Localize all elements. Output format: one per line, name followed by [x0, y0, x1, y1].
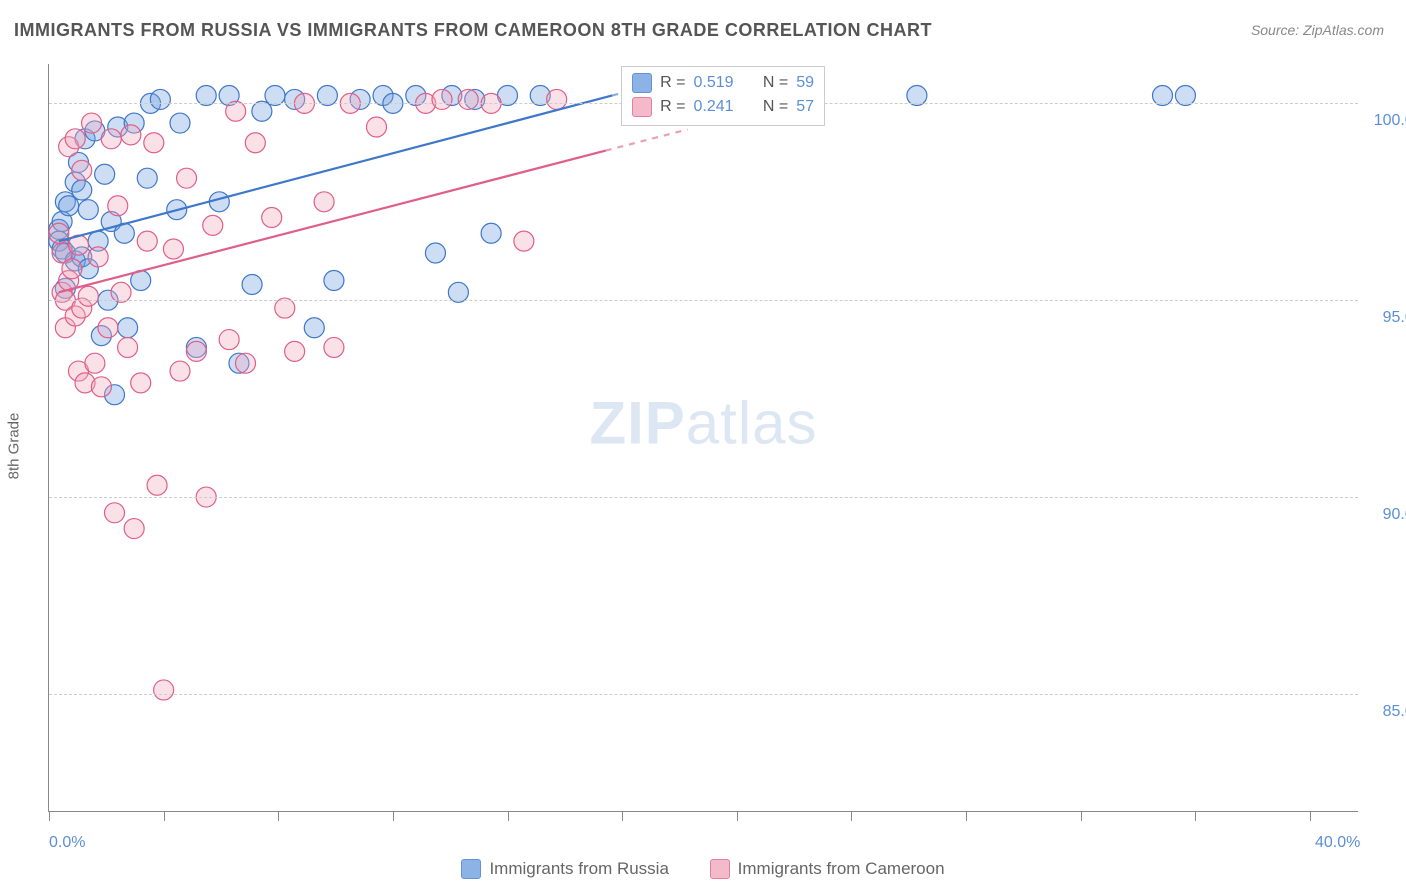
- r-label: R =: [660, 71, 685, 95]
- scatter-point: [78, 200, 98, 220]
- x-tick: [1195, 811, 1196, 821]
- scatter-point: [137, 168, 157, 188]
- y-tick-label: 100.0%: [1374, 112, 1406, 130]
- x-tick: [393, 811, 394, 821]
- x-tick: [278, 811, 279, 821]
- scatter-point: [144, 133, 164, 153]
- scatter-point: [203, 215, 223, 235]
- scatter-point: [367, 117, 387, 137]
- scatter-point: [101, 129, 121, 149]
- scatter-point: [124, 519, 144, 539]
- n-value: 59: [796, 71, 814, 95]
- x-tick-label: 0.0%: [49, 834, 85, 852]
- scatter-point: [170, 113, 190, 133]
- scatter-point: [72, 180, 92, 200]
- scatter-point: [91, 377, 111, 397]
- x-tick-label: 40.0%: [1315, 834, 1360, 852]
- plot-area: ZIPatlas 85.0%90.0%95.0%100.0%0.0%40.0%: [48, 64, 1358, 812]
- n-label: N =: [763, 71, 788, 95]
- scatter-point: [262, 208, 282, 228]
- scatter-point: [105, 503, 125, 523]
- scatter-point: [95, 164, 115, 184]
- scatter-point: [186, 341, 206, 361]
- scatter-point: [304, 318, 324, 338]
- scatter-point: [163, 239, 183, 259]
- scatter-point: [131, 373, 151, 393]
- legend-label-russia: Immigrants from Russia: [489, 859, 668, 879]
- x-tick: [737, 811, 738, 821]
- x-tick: [966, 811, 967, 821]
- scatter-point: [65, 129, 85, 149]
- legend-swatch: [632, 97, 652, 117]
- legend-swatch: [632, 73, 652, 93]
- scatter-point: [78, 286, 98, 306]
- scatter-point: [242, 274, 262, 294]
- source-label: Source:: [1251, 22, 1303, 38]
- bottom-legend: Immigrants from Russia Immigrants from C…: [0, 859, 1406, 884]
- scatter-point: [458, 89, 478, 109]
- scatter-point: [62, 259, 82, 279]
- x-tick: [1310, 811, 1311, 821]
- x-tick: [49, 811, 50, 821]
- legend-swatch-cameroon: [710, 859, 730, 879]
- correlation-legend-row: R = 0.519 N = 59: [632, 71, 814, 95]
- y-tick-label: 85.0%: [1383, 703, 1406, 721]
- correlation-legend-row: R = 0.241 N = 57: [632, 95, 814, 119]
- x-tick: [508, 811, 509, 821]
- x-tick: [164, 811, 165, 821]
- correlation-legend: R = 0.519 N = 59R = 0.241 N = 57: [621, 66, 825, 126]
- scatter-point: [177, 168, 197, 188]
- gridline-h: [49, 497, 1358, 498]
- scatter-point: [72, 160, 92, 180]
- x-tick: [622, 811, 623, 821]
- y-tick-label: 90.0%: [1383, 506, 1406, 524]
- scatter-point: [245, 133, 265, 153]
- scatter-point: [118, 337, 138, 357]
- scatter-point: [324, 337, 344, 357]
- scatter-point: [98, 318, 118, 338]
- n-value: 57: [796, 95, 814, 119]
- scatter-point: [324, 271, 344, 291]
- scatter-point: [425, 243, 445, 263]
- scatter-point: [432, 89, 452, 109]
- n-label: N =: [763, 95, 788, 119]
- scatter-point: [236, 353, 256, 373]
- chart-title: IMMIGRANTS FROM RUSSIA VS IMMIGRANTS FRO…: [14, 20, 932, 41]
- scatter-point: [285, 341, 305, 361]
- legend-swatch-russia: [461, 859, 481, 879]
- scatter-point: [154, 680, 174, 700]
- scatter-point: [59, 196, 79, 216]
- trend-line-dashed: [606, 129, 688, 150]
- legend-item-russia: Immigrants from Russia: [461, 859, 668, 879]
- scatter-point: [82, 113, 102, 133]
- scatter-point: [121, 125, 141, 145]
- y-axis-title: 8th Grade: [6, 413, 23, 480]
- scatter-point: [108, 196, 128, 216]
- scatter-point: [88, 247, 108, 267]
- scatter-point: [150, 89, 170, 109]
- source-attribution: Source: ZipAtlas.com: [1251, 22, 1384, 38]
- scatter-point: [118, 318, 138, 338]
- scatter-point: [314, 192, 334, 212]
- scatter-point: [137, 231, 157, 251]
- scatter-point: [514, 231, 534, 251]
- gridline-h: [49, 300, 1358, 301]
- scatter-point: [481, 223, 501, 243]
- x-tick: [1081, 811, 1082, 821]
- r-value: 0.519: [693, 71, 733, 95]
- legend-label-cameroon: Immigrants from Cameroon: [738, 859, 945, 879]
- chart-svg: [49, 64, 1358, 811]
- scatter-point: [219, 330, 239, 350]
- scatter-point: [170, 361, 190, 381]
- scatter-point: [147, 475, 167, 495]
- source-name: ZipAtlas.com: [1303, 22, 1384, 38]
- r-value: 0.241: [693, 95, 733, 119]
- scatter-point: [85, 353, 105, 373]
- gridline-h: [49, 694, 1358, 695]
- x-tick: [851, 811, 852, 821]
- r-label: R =: [660, 95, 685, 119]
- y-tick-label: 95.0%: [1383, 309, 1406, 327]
- scatter-point: [547, 89, 567, 109]
- legend-item-cameroon: Immigrants from Cameroon: [710, 859, 945, 879]
